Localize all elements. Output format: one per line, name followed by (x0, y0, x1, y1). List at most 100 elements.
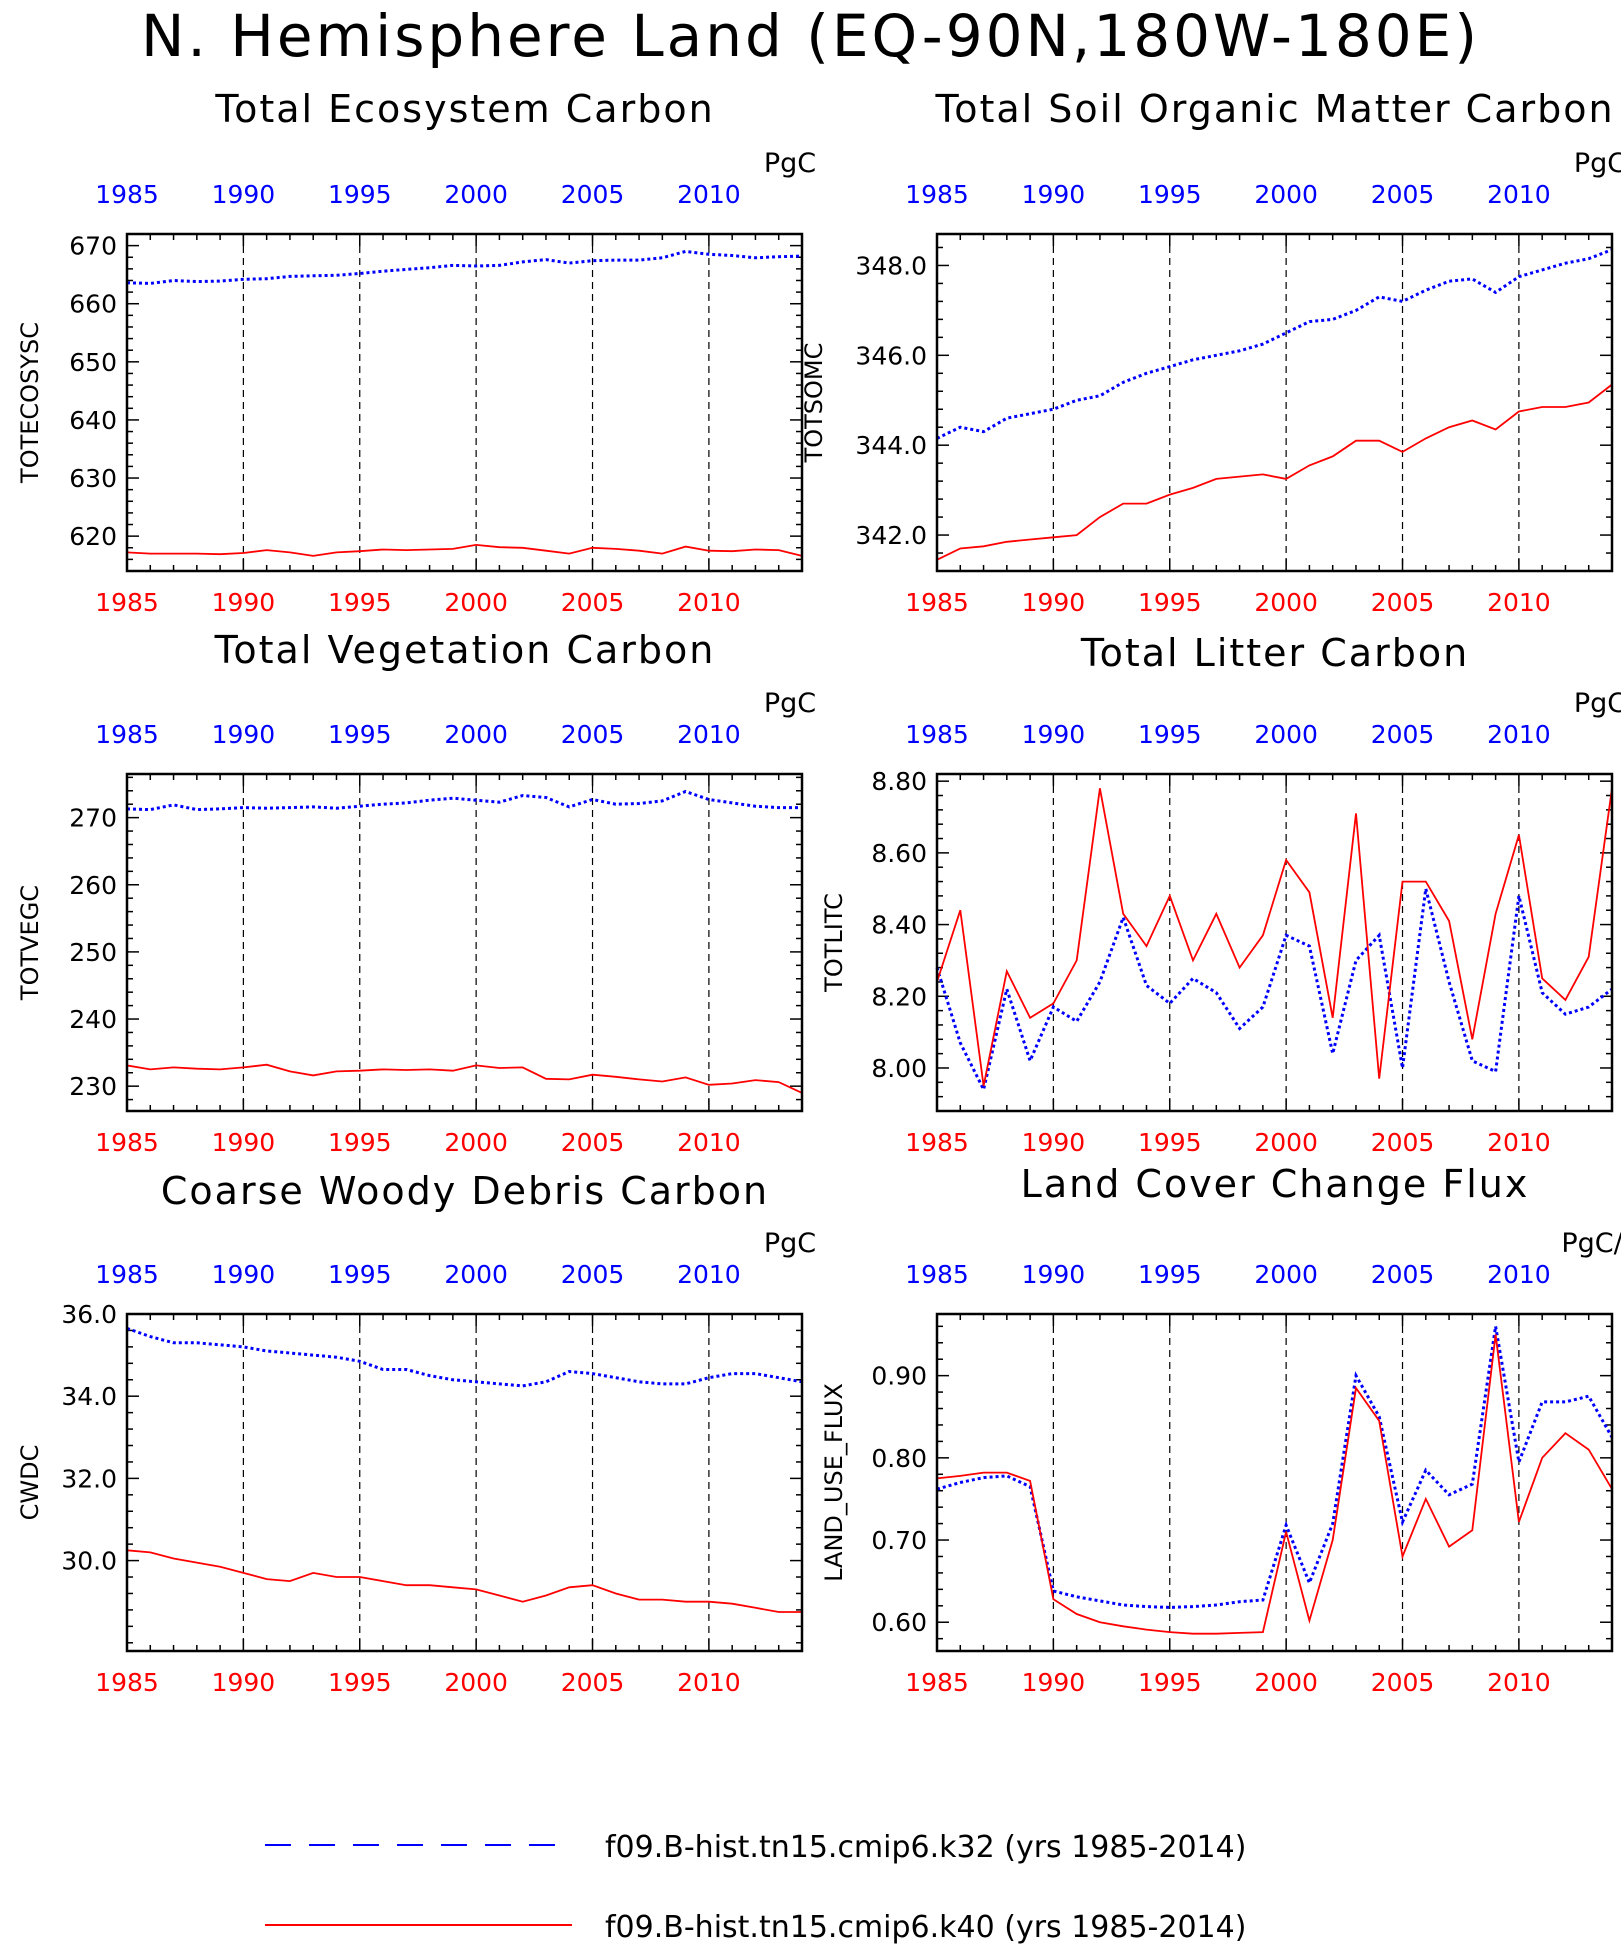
x-tick-label-bottom: 1995 (328, 1668, 392, 1697)
x-tick-label-bottom: 2000 (1254, 1668, 1318, 1697)
x-tick-label-bottom: 1985 (95, 1128, 159, 1157)
x-tick-label-top: 1995 (328, 1260, 392, 1289)
y-axis-label: CWDC (16, 1445, 44, 1521)
series-line-k40 (936, 383, 1613, 561)
y-tick-label: 0.70 (871, 1526, 927, 1555)
series-line-k40 (936, 788, 1613, 1087)
x-tick-label-top: 2010 (677, 720, 741, 749)
x-tick-label-bottom: 2005 (1371, 1668, 1435, 1697)
x-tick-label-bottom: 2000 (1254, 588, 1318, 617)
plot-frame (125, 772, 804, 1113)
series-line-k40 (126, 1063, 803, 1094)
x-tick-label-top: 1985 (95, 720, 159, 749)
panel-title: Total Ecosystem Carbon (214, 87, 714, 131)
x-tick-label-bottom: 1995 (328, 1128, 392, 1157)
x-tick-label-top: 2005 (1371, 180, 1435, 209)
y-tick-label: 0.60 (871, 1608, 927, 1637)
y-axis-label: TOTVEGC (16, 885, 44, 1001)
x-tick-label-bottom: 1990 (212, 1128, 276, 1157)
x-tick-label-bottom: 2005 (561, 1128, 625, 1157)
x-tick-label-bottom: 1990 (1022, 1668, 1086, 1697)
series-line-k32 (126, 789, 802, 812)
panel-5: Coarse Woody Debris Carbon PgC CWDC 1985 198… (16, 1169, 816, 1697)
y-tick-label: 230 (69, 1072, 117, 1101)
panel-4: Total Litter Carbon PgC TOTLITC 1985 1985 199… (820, 631, 1621, 1157)
panel-1: Total Ecosystem Carbon PgC TOTECOSYSC 1985 1… (16, 87, 816, 617)
y-tick-label: 270 (69, 804, 117, 833)
x-tick-label-top: 2005 (561, 180, 625, 209)
y-tick-label: 670 (69, 232, 117, 261)
y-tick-label: 620 (69, 522, 117, 551)
y-tick-label: 8.60 (871, 839, 927, 868)
x-tick-label-top: 2000 (1254, 1260, 1318, 1289)
y-tick-label: 8.80 (871, 767, 927, 796)
y-tick-label: 0.90 (871, 1362, 927, 1391)
x-tick-label-top: 2010 (677, 1260, 741, 1289)
panel-title: Total Litter Carbon (1080, 631, 1469, 675)
x-tick-label-top: 2010 (677, 180, 741, 209)
x-tick-label-bottom: 2010 (1487, 1128, 1551, 1157)
series-line-k40 (936, 1334, 1613, 1635)
x-tick-label-top: 1985 (905, 1260, 969, 1289)
x-tick-label-bottom: 1995 (328, 588, 392, 617)
x-tick-label-bottom: 2000 (444, 588, 508, 617)
x-tick-label-top: 2005 (1371, 720, 1435, 749)
x-tick-label-top: 1995 (1138, 720, 1202, 749)
x-tick-label-top: 1985 (95, 1260, 159, 1289)
y-tick-label: 342.0 (855, 521, 927, 550)
x-tick-label-top: 2000 (1254, 720, 1318, 749)
y-tick-label: 640 (69, 406, 117, 435)
x-tick-label-top: 1985 (95, 180, 159, 209)
x-tick-label-top: 2010 (1487, 180, 1551, 209)
series-line-k32 (936, 1326, 1614, 1609)
x-tick-label-top: 1985 (905, 180, 969, 209)
y-axis-label: TOTECOSYSC (16, 322, 44, 484)
units-label: PgC (1574, 148, 1621, 179)
y-tick-label: 8.40 (871, 911, 927, 940)
plot-frame (935, 1312, 1614, 1653)
x-tick-label-top: 1990 (212, 180, 276, 209)
x-tick-label-top: 2005 (561, 1260, 625, 1289)
x-tick-label-bottom: 2010 (677, 1668, 741, 1697)
x-tick-label-top: 1995 (1138, 1260, 1202, 1289)
x-tick-label-top: 1995 (328, 720, 392, 749)
x-tick-label-top: 2000 (444, 180, 508, 209)
panel-title: Total Soil Organic Matter Carbon (934, 87, 1614, 131)
x-tick-label-bottom: 2005 (1371, 1128, 1435, 1157)
y-tick-label: 250 (69, 938, 117, 967)
panel-title: Land Cover Change Flux (1021, 1162, 1530, 1206)
page-title: N. Hemisphere Land (EQ-90N,180W-180E) (141, 2, 1480, 70)
x-tick-label-bottom: 2005 (1371, 588, 1435, 617)
x-tick-label-top: 2000 (444, 1260, 508, 1289)
panel-title: Coarse Woody Debris Carbon (161, 1169, 769, 1213)
x-tick-label-top: 2000 (1254, 180, 1318, 209)
x-tick-label-top: 2000 (444, 720, 508, 749)
units-label: PgC/y (1561, 1228, 1621, 1259)
x-tick-label-bottom: 2010 (677, 588, 741, 617)
x-tick-label-bottom: 1985 (95, 1668, 159, 1697)
series-line-k40 (126, 1549, 802, 1613)
y-tick-label: 32.0 (61, 1464, 117, 1493)
units-label: PgC (764, 1228, 816, 1259)
panel-title: Total Vegetation Carbon (214, 628, 716, 672)
units-label: PgC (764, 148, 816, 179)
legend-k32-label: f09.B-hist.tn15.cmip6.k32 (yrs 1985-2014… (605, 1830, 1246, 1865)
y-tick-label: 348.0 (855, 251, 927, 280)
y-tick-label: 34.0 (61, 1382, 117, 1411)
x-tick-label-bottom: 1985 (95, 588, 159, 617)
x-tick-label-top: 1990 (1022, 180, 1086, 209)
panel-6: Land Cover Change Flux PgC/y LAND_USE_FLUX… (820, 1162, 1621, 1697)
x-tick-label-bottom: 1995 (1138, 1668, 1202, 1697)
y-tick-label: 8.00 (871, 1054, 927, 1083)
x-tick-label-bottom: 1990 (1022, 1128, 1086, 1157)
series-line-k32 (126, 1326, 803, 1388)
units-label: PgC (764, 688, 816, 719)
y-tick-label: 30.0 (61, 1547, 117, 1576)
series-line-k40 (126, 543, 803, 557)
y-tick-label: 650 (69, 348, 117, 377)
y-tick-label: 240 (69, 1005, 117, 1034)
x-tick-label-bottom: 1985 (905, 1668, 969, 1697)
x-tick-label-bottom: 2010 (1487, 588, 1551, 617)
